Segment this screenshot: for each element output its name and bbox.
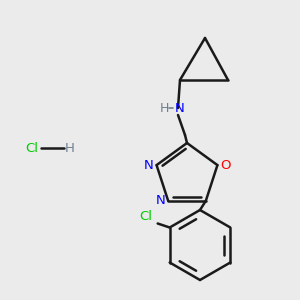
Text: Cl: Cl <box>139 210 152 223</box>
Text: H: H <box>65 142 75 154</box>
Text: O: O <box>220 159 231 172</box>
Text: Cl: Cl <box>26 142 38 154</box>
Text: N: N <box>155 194 165 207</box>
Text: N: N <box>144 159 153 172</box>
Text: N: N <box>175 101 185 115</box>
Text: H: H <box>159 101 169 115</box>
